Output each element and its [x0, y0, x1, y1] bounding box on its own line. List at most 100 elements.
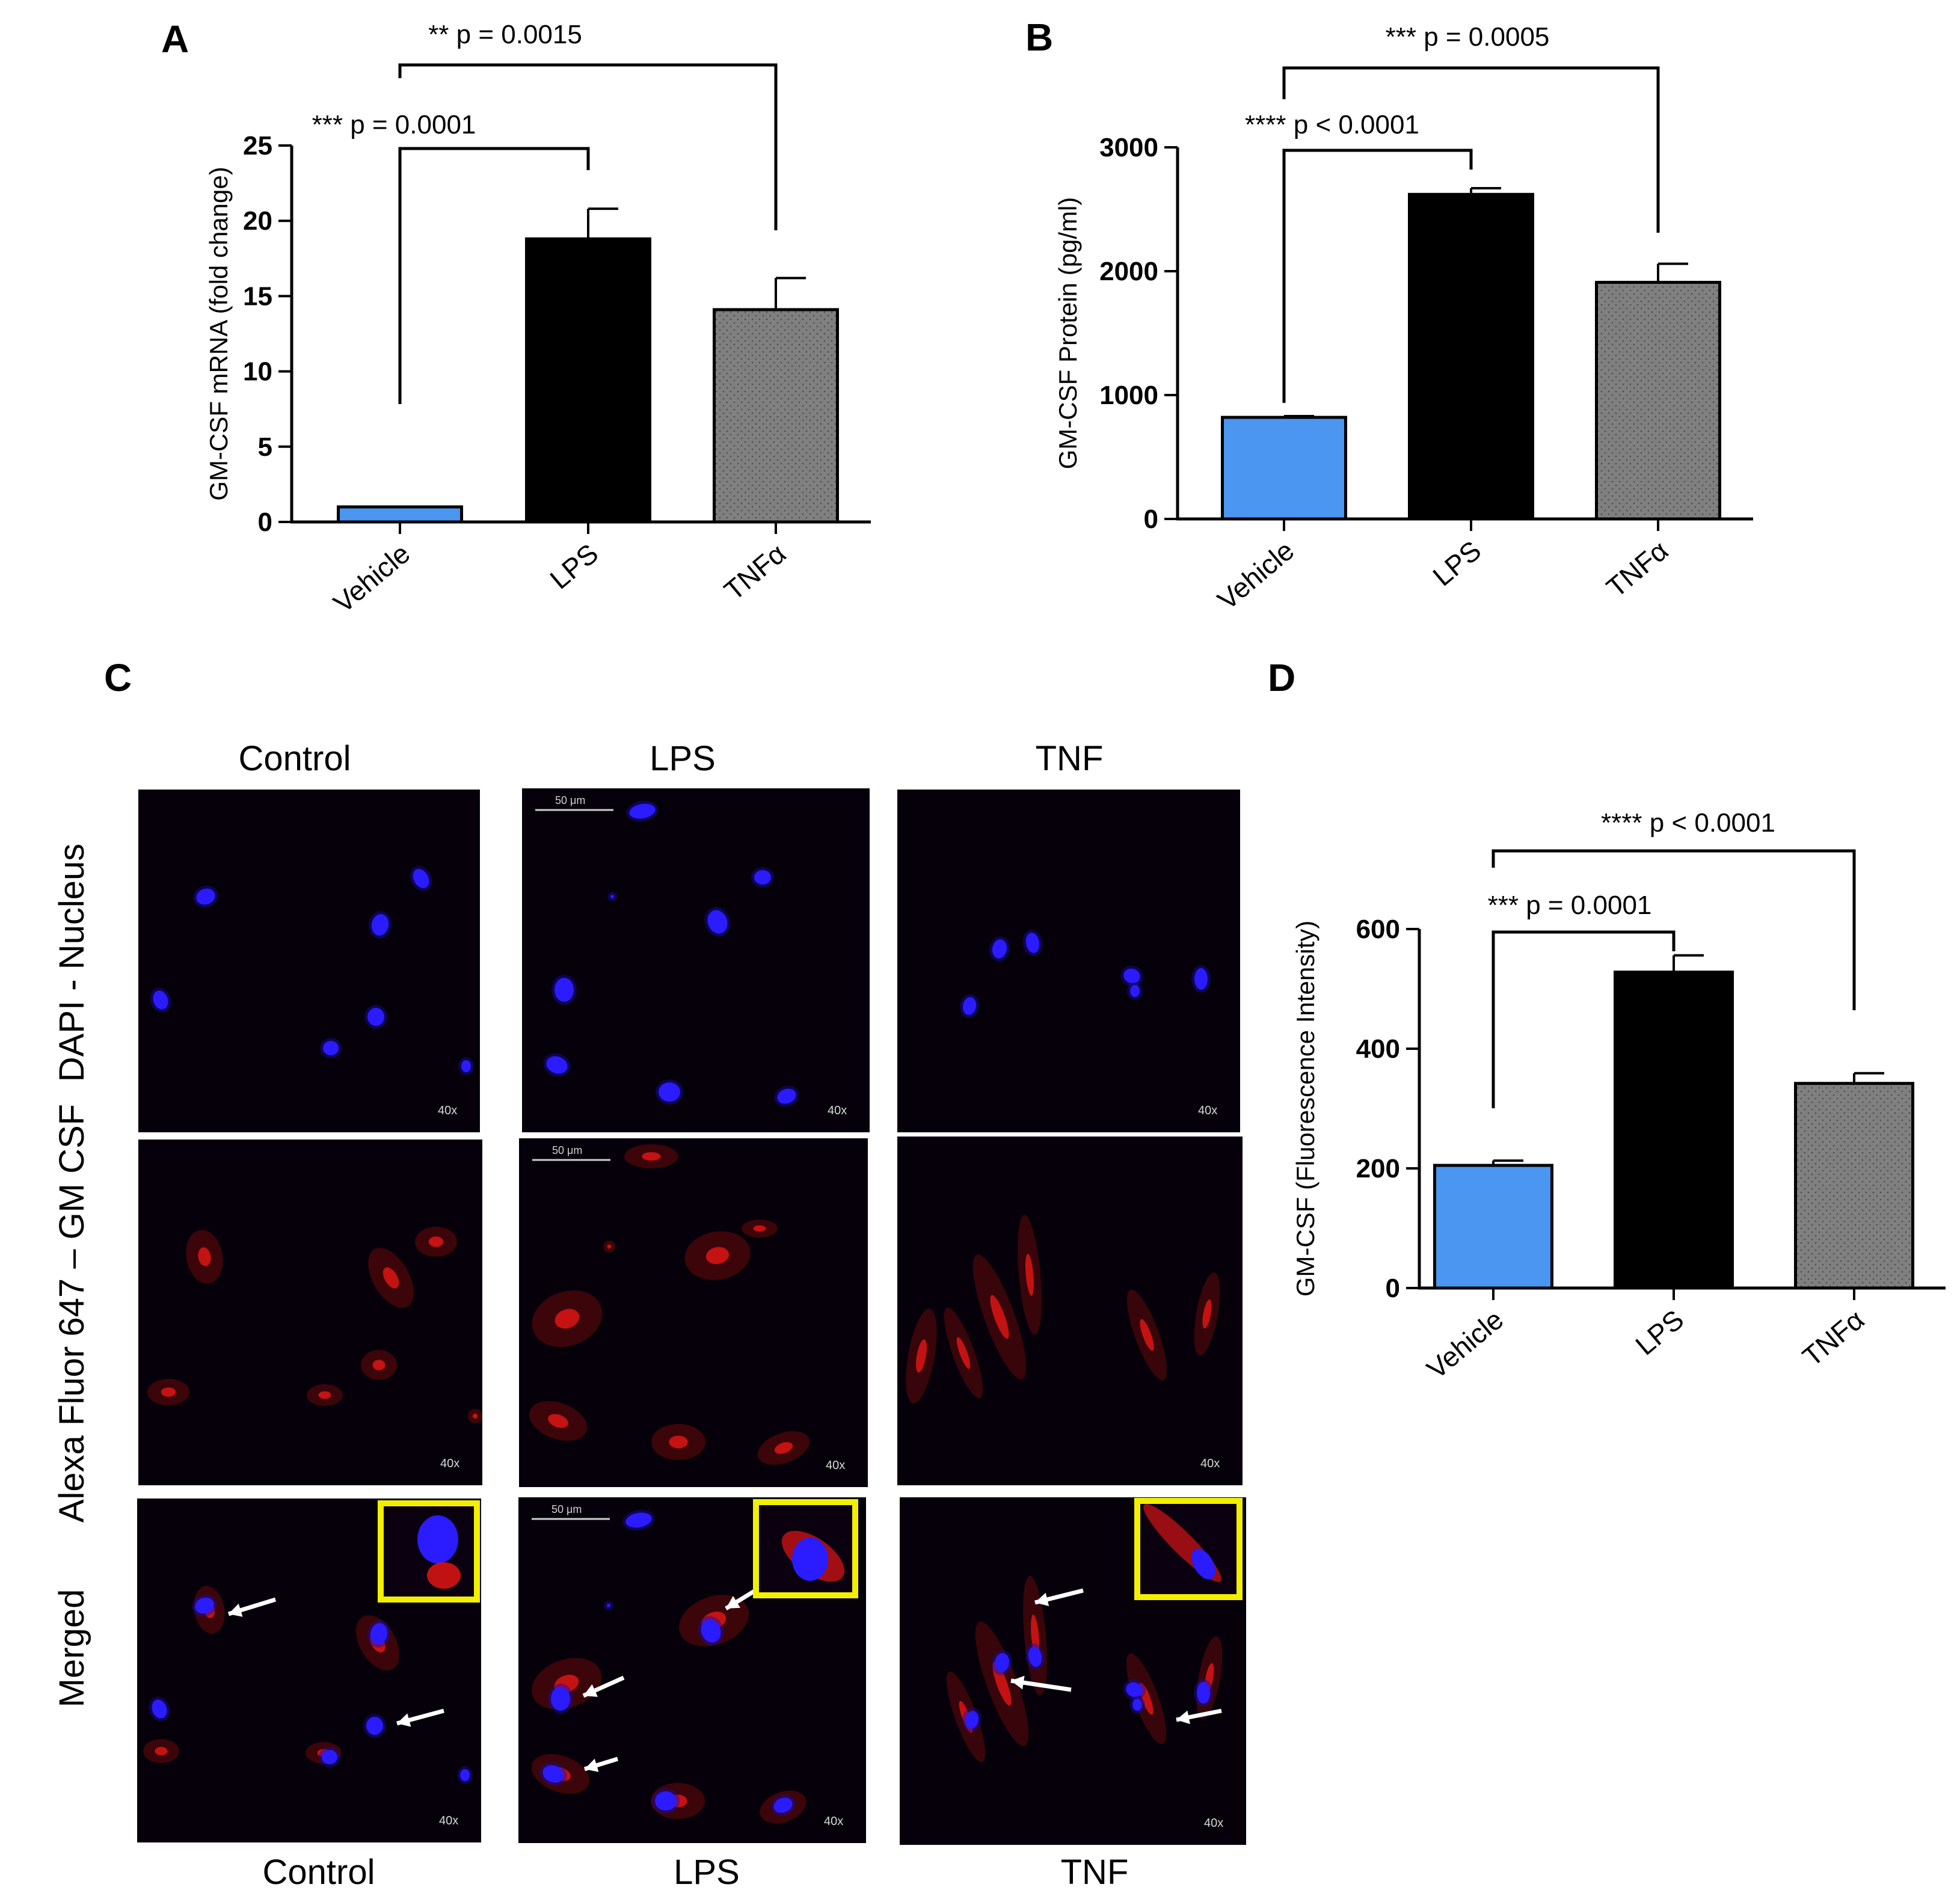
y-tick-label: 600: [1356, 915, 1400, 944]
significance-annotation: **** p < 0.0001: [1245, 110, 1419, 140]
inset-border: [753, 1499, 858, 1598]
nucleus: [707, 910, 728, 934]
category-label-d-2: TNFα: [1796, 1304, 1870, 1372]
nucleus: [701, 1619, 721, 1643]
arrow-head: [1011, 1675, 1025, 1690]
nucleus: [777, 1088, 796, 1104]
bottom-label-tnf: TNF: [1060, 1853, 1129, 1892]
micrograph-dapi-control: 40x: [138, 790, 480, 1132]
micrograph-merged-control: 40x: [137, 1499, 481, 1842]
nucleus: [1130, 985, 1140, 997]
arrow-head: [1176, 1710, 1190, 1725]
bottom-label-control: Control: [262, 1853, 375, 1892]
y-tick-label: 25: [243, 131, 272, 161]
bar-a-1: [525, 237, 651, 524]
significance-annotation: *** p = 0.0001: [312, 110, 476, 140]
category-label-d-0: Vehicle: [1421, 1304, 1509, 1385]
magnification-label: 40x: [439, 1814, 458, 1827]
scale-bar-label: 50 μm: [555, 794, 585, 806]
nucleus: [366, 1717, 383, 1735]
y-tick-label: 200: [1356, 1154, 1400, 1183]
significance-bracket: [398, 63, 778, 230]
gm-csf-signal: [1025, 1254, 1034, 1296]
gm-csf-signal: [155, 1747, 168, 1755]
scale-bar-label: 50 μm: [552, 1144, 582, 1156]
micrograph-merged-tnf: 40x: [900, 1497, 1246, 1845]
gm-csf-signal: [198, 1247, 211, 1266]
y-tick-label: 3000: [1099, 133, 1158, 162]
bar-b-0: [1221, 416, 1347, 521]
bar-b-1: [1408, 192, 1534, 521]
y-tick-label: 0: [258, 508, 272, 537]
nucleus: [460, 1769, 470, 1781]
micrograph-canvas: 40x: [150, 866, 474, 1117]
gm-csf-signal: [669, 1435, 688, 1449]
nucleus: [542, 1765, 564, 1783]
nucleus: [754, 870, 771, 885]
micrograph-canvas: 50 μm 40x: [535, 794, 847, 1117]
bar-d-2: [1794, 1082, 1914, 1290]
inset-nucleus: [1191, 1548, 1215, 1580]
nucleus: [153, 990, 168, 1010]
arrow-head: [229, 1603, 243, 1617]
arrow-head: [1035, 1592, 1049, 1607]
bar-d-1: [1614, 971, 1734, 1290]
gm-csf-signal: [372, 1360, 386, 1370]
chart-a: 0 5 10 15 20 25 GM-CSF mRNA (fold change) Vehic…: [0, 0, 938, 655]
bar-a-0: [337, 505, 463, 524]
micrograph-canvas: 40x: [906, 1215, 1220, 1470]
nucleus: [370, 1623, 388, 1645]
category-label-b-1: LPS: [1427, 535, 1487, 592]
inset-panel: [1134, 1498, 1243, 1600]
column-label-lps: LPS: [650, 739, 716, 778]
micrograph-dapi-lps: 50 μm 40x: [522, 788, 870, 1132]
category-label-b-2: TNFα: [1600, 535, 1674, 603]
micrograph-canvas: 40x: [946, 1498, 1243, 1830]
nucleus: [773, 1797, 793, 1813]
significance-annotation: *** p = 0.0001: [1488, 891, 1652, 920]
nucleus: [546, 1056, 568, 1074]
inset-panel: [753, 1499, 858, 1598]
nucleus: [551, 1687, 570, 1711]
y-axis-label: GM-CSF (Fluorescence Intensity): [1291, 921, 1319, 1297]
y-tick-label: 20: [243, 206, 272, 236]
magnification-label: 40x: [438, 1104, 457, 1117]
nucleus: [371, 914, 389, 936]
y-tick-label: 0: [1386, 1274, 1400, 1303]
nucleus: [965, 1711, 979, 1729]
chart-a-svg: 0 5 10 15 20 25 GM-CSF mRNA (fold change) Vehic…: [204, 20, 871, 619]
bar-d-0: [1433, 1164, 1553, 1290]
gm-csf-signal: [318, 1391, 331, 1399]
nucleus: [629, 803, 656, 819]
chart-b-svg: 0 1000 2000 3000 GM-CSF Protein (pg/ml) Vehic…: [1054, 22, 1753, 616]
micrograph-dapi-tnf: 40x: [897, 790, 1240, 1132]
inset-nucleus: [792, 1538, 828, 1581]
magnification-label: 40x: [1198, 1104, 1217, 1117]
gm-csf-signal: [915, 1339, 927, 1373]
category-label-a-2: TNFα: [718, 538, 791, 606]
bottom-label-lps: LPS: [674, 1853, 740, 1892]
panel-letter-d: D: [1268, 656, 1296, 699]
y-tick-label: 10: [243, 357, 272, 387]
scale-bar-label: 50 μm: [551, 1503, 582, 1515]
bar-b-2: [1595, 281, 1721, 521]
micrograph-canvas: 40x: [959, 930, 1217, 1117]
category-label-d-1: LPS: [1629, 1304, 1689, 1361]
gm-csf-signal: [548, 1414, 568, 1428]
nucleus: [1126, 1682, 1143, 1698]
micrograph-merged-lps: 50 μm 40x: [518, 1497, 866, 1843]
y-tick-label: 5: [258, 432, 272, 462]
nucleus: [555, 978, 574, 1002]
nucleus: [323, 1041, 339, 1055]
inset-border: [378, 1500, 480, 1603]
gm-csf-signal: [428, 1236, 444, 1247]
micrograph-canvas: 50 μm 40x: [531, 1499, 858, 1828]
category-label-a-1: LPS: [544, 538, 604, 595]
arrow-head: [397, 1713, 411, 1727]
chart-d-svg: 0 200 400 600 GM-CSF (Fluorescence Intensity…: [1291, 808, 1946, 1385]
y-tick-label: 400: [1356, 1034, 1400, 1064]
magnification-label: 40x: [440, 1457, 459, 1470]
nucleus: [413, 869, 429, 888]
gm-csf-signal: [956, 1337, 971, 1369]
nucleus: [607, 1604, 610, 1607]
